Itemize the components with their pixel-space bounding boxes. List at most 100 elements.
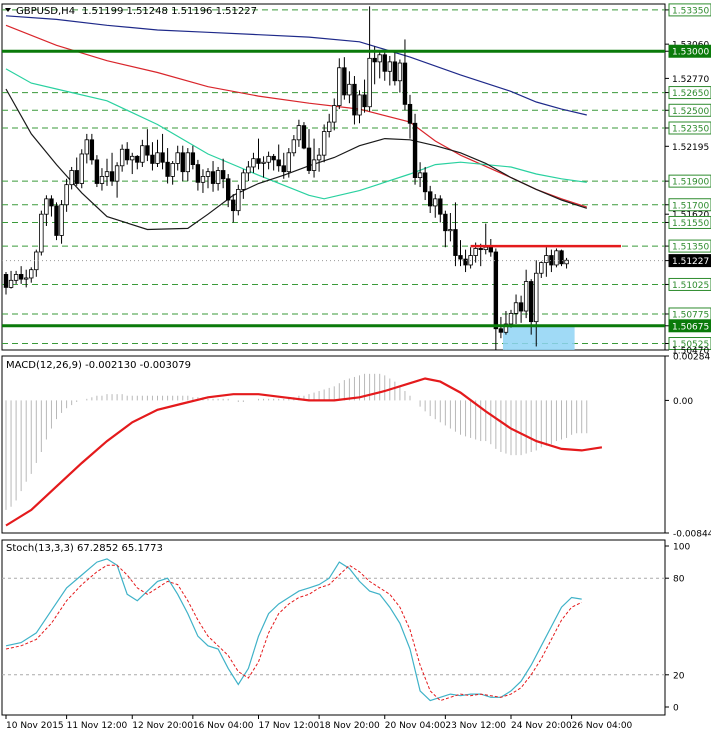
candle-body — [236, 188, 241, 212]
candle-body — [473, 248, 478, 256]
price-tick-label: 1.53000 — [672, 48, 709, 58]
stoch-panel: 100 80 20 0 — [1, 539, 690, 716]
candle-body — [135, 155, 140, 163]
candle-body — [89, 139, 95, 161]
candle-body — [281, 165, 286, 173]
candle-body — [397, 62, 403, 82]
candle-body — [175, 152, 180, 164]
candle-body — [180, 152, 185, 173]
candle-body — [246, 166, 251, 174]
candle-body — [347, 83, 352, 96]
candle-body — [3, 274, 9, 288]
candle-body — [205, 171, 211, 177]
candle-body — [478, 248, 483, 251]
macd-signal-line — [5, 377, 603, 527]
candle-body — [74, 170, 79, 184]
macd-label: MACD(12,26,9) -0.002130 -0.003079 — [6, 360, 191, 371]
candle-body — [407, 103, 413, 124]
candle-body — [503, 323, 509, 333]
x-tick-label: 16 Nov 04:00 — [193, 721, 254, 731]
candle-body — [549, 255, 554, 266]
macd-frame — [1, 355, 666, 534]
candle-body — [539, 262, 544, 274]
candle-body — [261, 161, 266, 164]
candle-body — [529, 281, 534, 323]
price-label-box — [668, 254, 711, 268]
price-label-box — [668, 86, 711, 100]
x-tick-label: 10 Nov 2015 — [6, 721, 64, 731]
candle-body — [145, 145, 150, 156]
candle-body — [559, 250, 564, 265]
candle-body — [155, 152, 160, 164]
price-tick-label: 1.50675 — [672, 322, 709, 332]
candle-body — [170, 163, 175, 177]
candle-body — [534, 272, 539, 323]
price-tick-label: 1.50525 — [672, 340, 709, 350]
candle-body — [99, 176, 105, 184]
candle-body — [508, 312, 514, 325]
macd-panel: 0.00284 0.00 -0.008448 — [1, 353, 711, 540]
candle-body — [185, 152, 190, 173]
price-tick-label: 1.50775 — [672, 310, 709, 320]
header-triangle-icon — [5, 8, 11, 12]
candle-body — [119, 148, 125, 167]
candle-body — [200, 176, 206, 183]
candle-body — [443, 213, 448, 232]
candle-body — [357, 94, 362, 116]
candle-body — [286, 152, 291, 173]
price-label-box — [668, 319, 711, 333]
candle-body — [39, 213, 44, 253]
candle-body — [326, 121, 332, 132]
candle-body — [54, 205, 59, 236]
candle-body — [372, 57, 377, 63]
candle-body — [256, 158, 261, 164]
candle-body — [69, 170, 74, 186]
price-tick-label: 1.52770 — [672, 75, 709, 85]
candle-body — [392, 61, 398, 82]
price-frame — [1, 3, 666, 351]
candle-body — [316, 154, 322, 161]
candle-body — [483, 246, 488, 251]
macd-tick-label: -0.008448 — [673, 530, 711, 540]
candle-body — [150, 154, 155, 164]
candle-body — [296, 125, 302, 141]
x-tick-label: 26 Nov 04:00 — [572, 721, 633, 731]
candle-body — [84, 139, 89, 155]
candle-body — [8, 279, 14, 288]
price-tick-label: 1.53350 — [672, 6, 709, 16]
price-label-box — [668, 198, 711, 212]
candle-body — [291, 139, 297, 154]
symbol-header: GBPUSD,H4 — [16, 6, 75, 17]
macd-tick-label: 0.00 — [673, 397, 693, 407]
price-tick-label: 1.51227 — [672, 257, 709, 267]
candle-body — [488, 246, 493, 253]
candle-body — [498, 328, 504, 333]
candle-body — [427, 191, 433, 207]
candle-body — [321, 131, 327, 156]
candle-body — [458, 255, 463, 260]
candle-body — [453, 229, 458, 256]
price-tick-label: 1.51025 — [672, 281, 709, 291]
stoch-label: Stoch(13,3,3) 67.2852 65.1773 — [6, 543, 163, 554]
price-label-box — [668, 215, 711, 229]
candle-body — [34, 251, 39, 271]
moving-average-line — [5, 68, 587, 200]
price-label-box — [668, 337, 711, 351]
candle-body — [266, 155, 271, 163]
candle-body — [544, 255, 549, 264]
price-tick-label: 1.51350 — [672, 243, 709, 253]
candle-body — [342, 67, 347, 96]
candle-body — [518, 302, 524, 312]
x-tick-label: 24 Nov 20:00 — [511, 721, 572, 731]
price-tick-label: 1.51900 — [672, 178, 709, 188]
candle-body — [215, 170, 221, 184]
stoch-tick-label: 20 — [673, 671, 685, 681]
candle-body — [301, 125, 307, 149]
moving-average-line — [5, 15, 587, 116]
candle-body — [276, 159, 281, 167]
candle-body — [23, 277, 29, 280]
x-axis: 10 Nov 2015 11 Nov 12:00 12 Nov 20:00 16 No… — [5, 715, 633, 731]
candle-body — [59, 204, 64, 236]
candle-body — [271, 155, 276, 161]
